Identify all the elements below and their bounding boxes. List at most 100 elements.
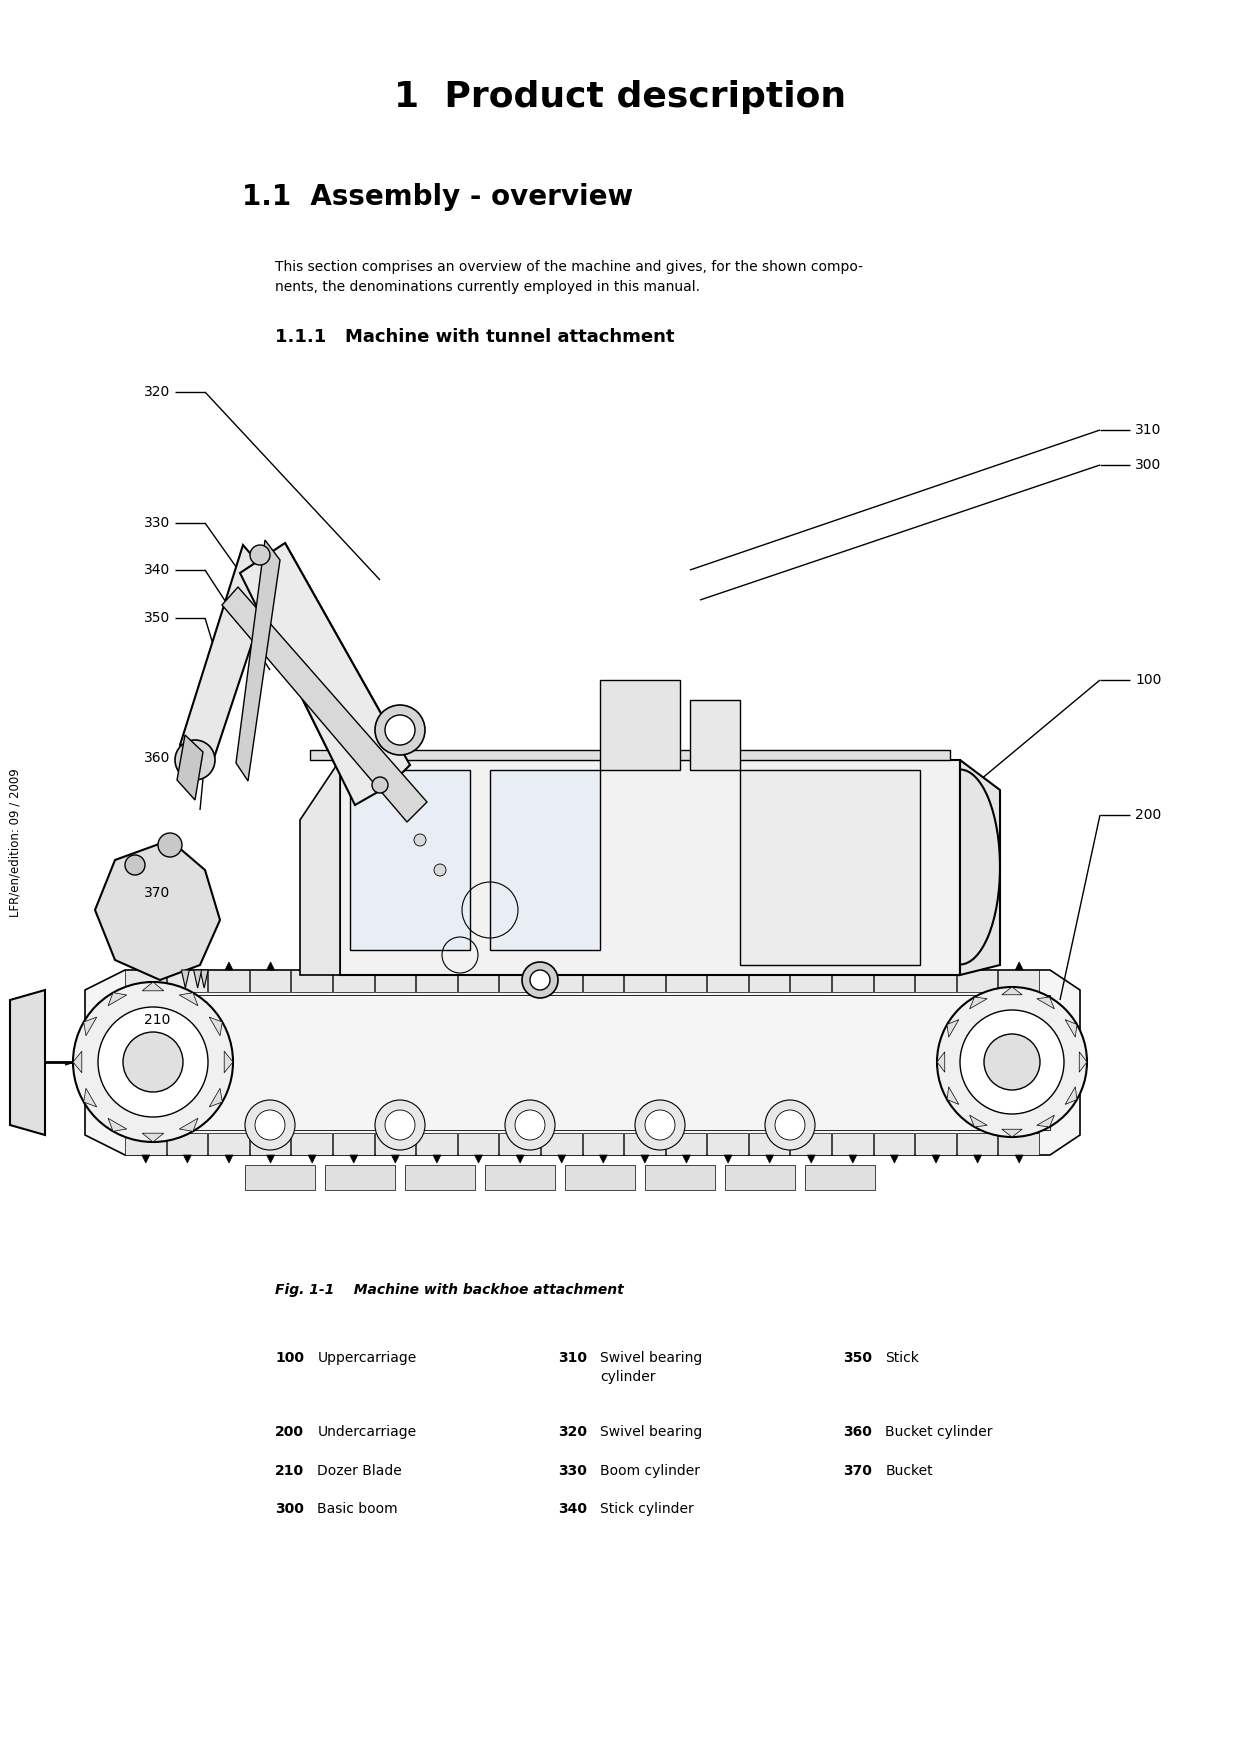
Circle shape	[384, 714, 415, 746]
Polygon shape	[475, 962, 482, 971]
Bar	[458, 971, 498, 992]
Circle shape	[73, 983, 233, 1143]
Polygon shape	[682, 962, 691, 971]
Polygon shape	[143, 1134, 164, 1143]
Circle shape	[937, 986, 1087, 1137]
Bar	[600, 679, 680, 770]
Bar	[490, 770, 600, 949]
Text: 310: 310	[558, 1351, 587, 1365]
Polygon shape	[141, 962, 150, 971]
Bar	[405, 1165, 475, 1190]
Polygon shape	[141, 1155, 150, 1164]
Polygon shape	[392, 1155, 399, 1164]
Bar	[485, 1165, 556, 1190]
Text: 360: 360	[843, 1425, 872, 1439]
Polygon shape	[180, 993, 198, 1006]
Polygon shape	[350, 962, 358, 971]
Bar	[874, 1134, 914, 1155]
Bar	[166, 1134, 207, 1155]
Polygon shape	[1065, 1086, 1078, 1104]
Polygon shape	[599, 962, 608, 971]
Polygon shape	[970, 1114, 987, 1127]
Circle shape	[123, 1032, 184, 1092]
Text: Swivel bearing: Swivel bearing	[600, 1425, 702, 1439]
Circle shape	[414, 834, 427, 846]
Polygon shape	[932, 1155, 940, 1164]
Text: Swivel bearing
cylinder: Swivel bearing cylinder	[600, 1351, 702, 1383]
Text: 1.1  Assembly - overview: 1.1 Assembly - overview	[242, 183, 632, 211]
Polygon shape	[350, 1155, 358, 1164]
Polygon shape	[184, 962, 191, 971]
Bar	[740, 770, 920, 965]
Bar	[350, 770, 470, 949]
Text: This section comprises an overview of the machine and gives, for the shown compo: This section comprises an overview of th…	[275, 260, 863, 295]
Polygon shape	[849, 1155, 857, 1164]
Polygon shape	[641, 962, 649, 971]
Polygon shape	[937, 1051, 945, 1072]
Polygon shape	[765, 1155, 774, 1164]
Circle shape	[125, 855, 145, 876]
Text: 200: 200	[275, 1425, 304, 1439]
Polygon shape	[222, 586, 427, 821]
Bar	[749, 971, 790, 992]
Text: Bucket: Bucket	[885, 1464, 932, 1478]
Text: 320: 320	[558, 1425, 587, 1439]
Circle shape	[175, 741, 215, 779]
Polygon shape	[340, 760, 960, 976]
Text: 370: 370	[144, 886, 170, 900]
Bar	[166, 971, 207, 992]
Circle shape	[434, 863, 446, 876]
Polygon shape	[807, 962, 815, 971]
Polygon shape	[724, 962, 732, 971]
Bar	[541, 1134, 582, 1155]
Circle shape	[960, 1009, 1064, 1114]
Circle shape	[384, 1109, 415, 1141]
Polygon shape	[200, 971, 208, 988]
Bar	[374, 1134, 415, 1155]
Circle shape	[98, 1007, 208, 1116]
Bar	[249, 1134, 290, 1155]
Polygon shape	[1037, 1114, 1054, 1127]
Bar	[291, 971, 332, 992]
Text: 370: 370	[843, 1464, 872, 1478]
Polygon shape	[475, 1155, 482, 1164]
Text: 210: 210	[144, 1013, 170, 1027]
Text: 200: 200	[1135, 807, 1161, 821]
Bar	[666, 971, 707, 992]
Polygon shape	[765, 962, 774, 971]
Bar	[417, 971, 456, 992]
Bar	[725, 1165, 795, 1190]
Polygon shape	[1016, 1155, 1023, 1164]
Polygon shape	[960, 760, 999, 976]
Text: Boom cylinder: Boom cylinder	[600, 1464, 701, 1478]
Bar	[624, 1134, 665, 1155]
Polygon shape	[267, 962, 274, 971]
Polygon shape	[516, 1155, 525, 1164]
Polygon shape	[682, 1155, 691, 1164]
Polygon shape	[180, 546, 273, 770]
Polygon shape	[108, 1118, 126, 1132]
Polygon shape	[1037, 997, 1054, 1009]
Text: 310: 310	[1135, 423, 1162, 437]
Polygon shape	[184, 1155, 191, 1164]
Polygon shape	[807, 1155, 815, 1164]
Circle shape	[765, 1100, 815, 1150]
Bar	[208, 1134, 249, 1155]
Polygon shape	[95, 841, 219, 979]
Text: Dozer Blade: Dozer Blade	[317, 1464, 402, 1478]
Text: 340: 340	[558, 1502, 587, 1516]
Bar	[749, 1134, 790, 1155]
Polygon shape	[241, 542, 410, 806]
Text: Undercarriage: Undercarriage	[317, 1425, 417, 1439]
Text: 300: 300	[1135, 458, 1161, 472]
Bar	[125, 995, 1050, 1130]
Bar	[249, 971, 290, 992]
Text: 1.1.1   Machine with tunnel attachment: 1.1.1 Machine with tunnel attachment	[275, 328, 675, 346]
Polygon shape	[224, 1155, 233, 1164]
Circle shape	[374, 706, 425, 755]
Circle shape	[515, 1109, 546, 1141]
Bar	[707, 1134, 748, 1155]
Polygon shape	[973, 962, 982, 971]
Polygon shape	[180, 1118, 198, 1132]
Text: 300: 300	[275, 1502, 304, 1516]
